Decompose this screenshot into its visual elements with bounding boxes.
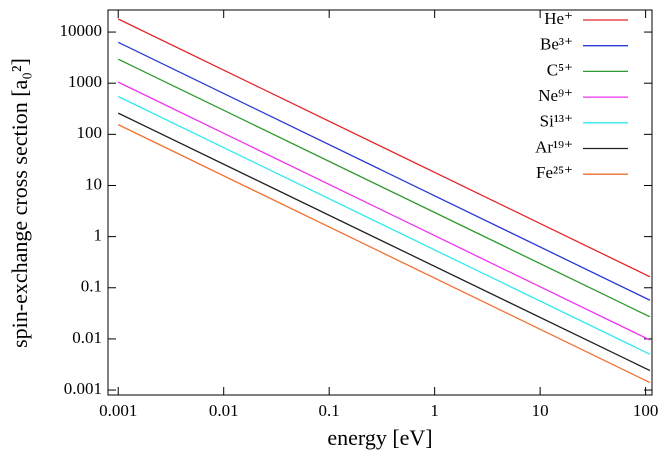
y-tick-label: 100	[77, 123, 103, 142]
legend-label: Fe²⁵⁺	[536, 163, 573, 182]
x-tick-label: 100	[633, 401, 659, 420]
series-line	[117, 95, 651, 355]
x-tick-label: 0.01	[209, 401, 239, 420]
y-tick-label: 1000	[68, 72, 102, 91]
legend-label: He⁺	[544, 9, 573, 28]
legend-label: Be³⁺	[540, 35, 573, 54]
x-tick-label: 0.1	[319, 401, 340, 420]
y-tick-label: 0.01	[72, 328, 102, 347]
series-line	[117, 58, 651, 318]
legend-label: Ar¹⁹⁺	[535, 137, 573, 156]
x-tick-label: 10	[532, 401, 549, 420]
x-tick-label: 1	[430, 401, 439, 420]
series-line	[117, 124, 651, 384]
series-line	[117, 81, 651, 341]
x-axis-label: energy [eV]	[327, 425, 432, 450]
series-line	[117, 41, 651, 301]
series-line	[117, 18, 651, 278]
legend-label: Ne⁹⁺	[538, 86, 573, 105]
plot-frame	[107, 9, 653, 396]
legend-label: C⁵⁺	[547, 60, 573, 79]
series-line	[117, 112, 651, 372]
x-tick-label: 0.001	[99, 401, 137, 420]
y-axis-label: spin-exchange cross section [a₀²]	[7, 58, 32, 348]
y-tick-label: 1	[94, 226, 103, 245]
y-tick-label: 10000	[60, 21, 103, 40]
y-tick-label: 10	[85, 174, 102, 193]
legend-label: Si¹³⁺	[540, 112, 573, 131]
y-tick-label: 0.1	[81, 277, 102, 296]
y-tick-label: 0.001	[64, 379, 102, 398]
